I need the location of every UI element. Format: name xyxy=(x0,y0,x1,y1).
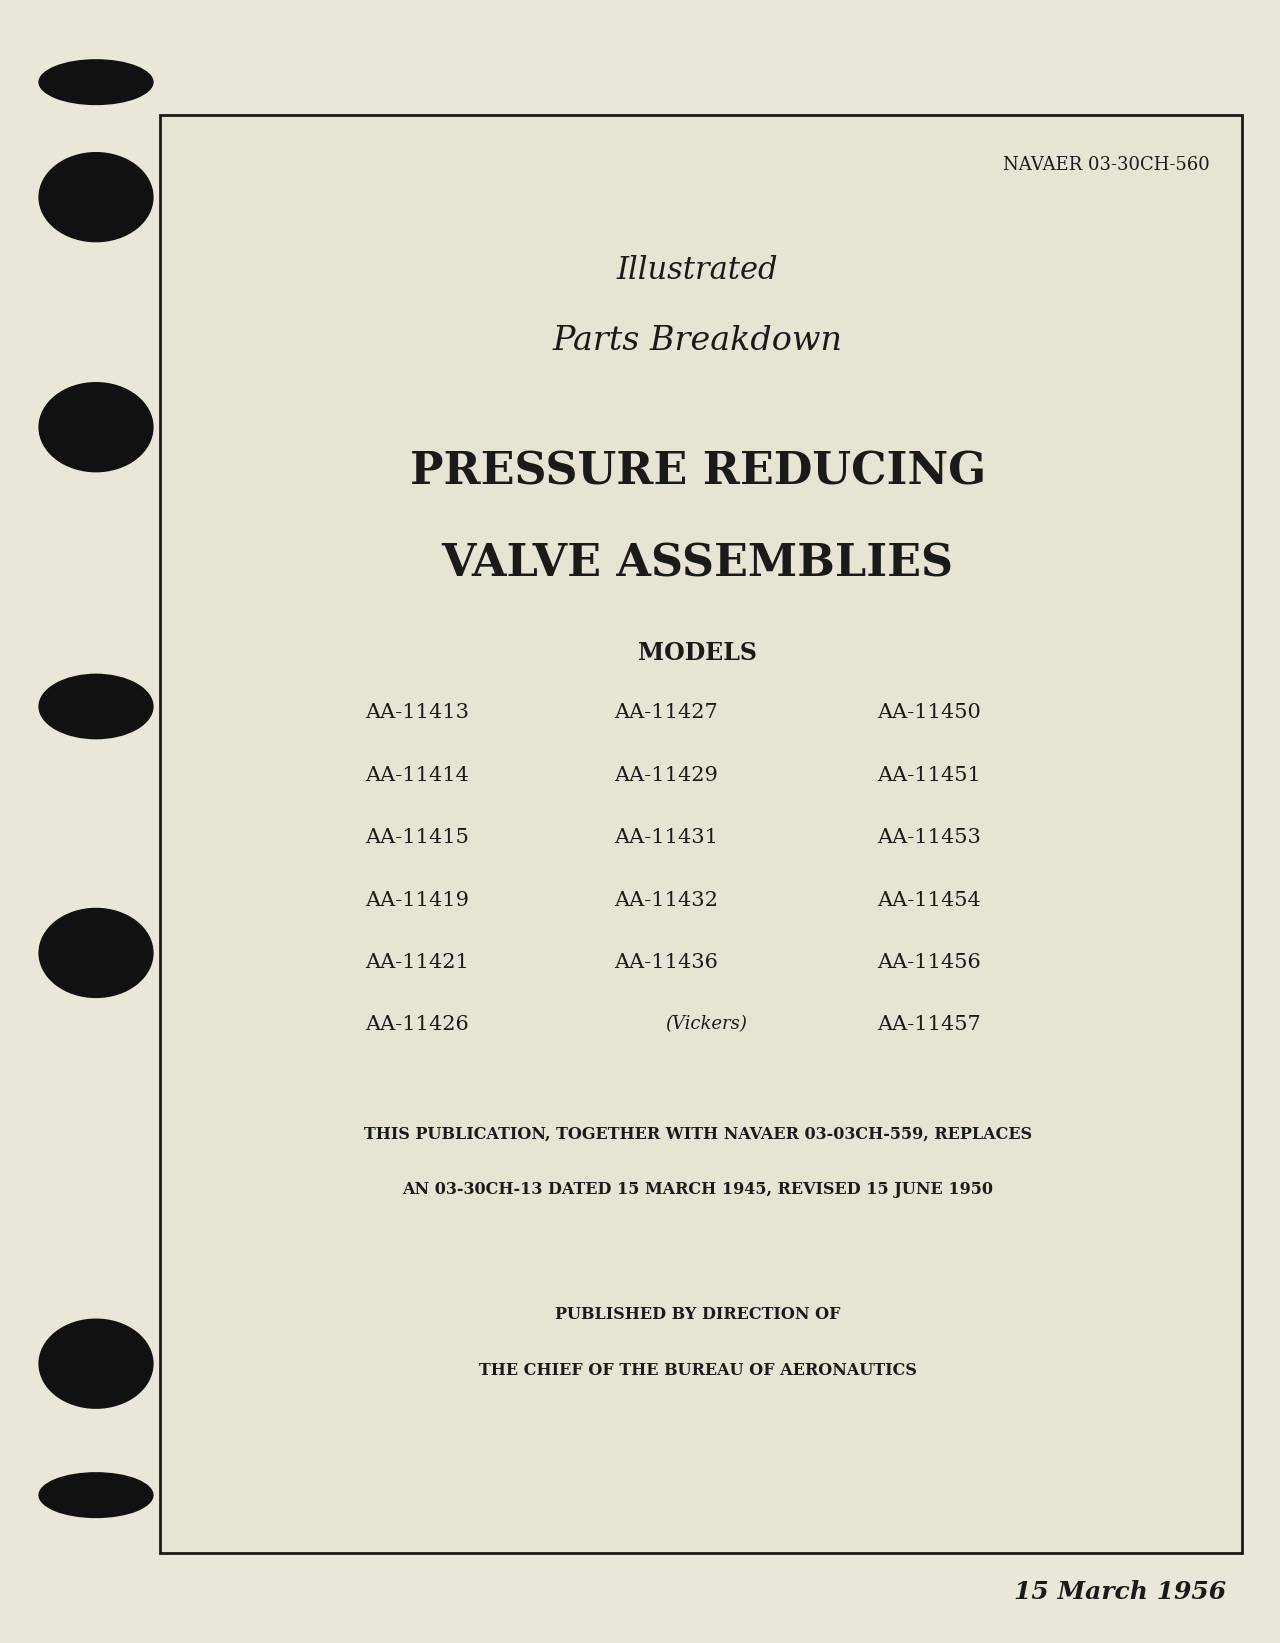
Ellipse shape xyxy=(38,674,154,739)
Text: NAVAER 03-30CH-560: NAVAER 03-30CH-560 xyxy=(1002,156,1210,174)
Text: Parts Breakdown: Parts Breakdown xyxy=(553,325,842,357)
Text: Illustrated: Illustrated xyxy=(617,255,778,286)
Text: VALVE ASSEMBLIES: VALVE ASSEMBLIES xyxy=(442,542,954,585)
Text: AA-11450: AA-11450 xyxy=(877,703,980,723)
Text: AA-11419: AA-11419 xyxy=(365,891,468,910)
Text: AN 03-30CH-13 DATED 15 MARCH 1945, REVISED 15 JUNE 1950: AN 03-30CH-13 DATED 15 MARCH 1945, REVIS… xyxy=(402,1181,993,1198)
Text: AA-11454: AA-11454 xyxy=(877,891,980,910)
Text: AA-11431: AA-11431 xyxy=(614,828,718,848)
Ellipse shape xyxy=(38,1318,154,1410)
Text: AA-11414: AA-11414 xyxy=(365,766,468,785)
Text: AA-11453: AA-11453 xyxy=(877,828,980,848)
Text: AA-11432: AA-11432 xyxy=(614,891,718,910)
Text: AA-11421: AA-11421 xyxy=(365,953,468,973)
Text: AA-11426: AA-11426 xyxy=(365,1015,468,1035)
Ellipse shape xyxy=(38,383,154,473)
Ellipse shape xyxy=(38,907,154,999)
Text: PUBLISHED BY DIRECTION OF: PUBLISHED BY DIRECTION OF xyxy=(554,1306,841,1323)
Text: AA-11429: AA-11429 xyxy=(614,766,718,785)
Ellipse shape xyxy=(38,59,154,105)
Text: AA-11456: AA-11456 xyxy=(877,953,980,973)
Ellipse shape xyxy=(38,1472,154,1518)
Text: MODELS: MODELS xyxy=(639,641,756,665)
Text: THIS PUBLICATION, TOGETHER WITH NAVAER 03-03CH-559, REPLACES: THIS PUBLICATION, TOGETHER WITH NAVAER 0… xyxy=(364,1125,1032,1142)
Text: 15 March 1956: 15 March 1956 xyxy=(1014,1579,1226,1604)
FancyBboxPatch shape xyxy=(160,115,1242,1553)
Text: AA-11413: AA-11413 xyxy=(365,703,468,723)
Text: AA-11457: AA-11457 xyxy=(877,1015,980,1035)
Text: AA-11415: AA-11415 xyxy=(365,828,468,848)
Text: THE CHIEF OF THE BUREAU OF AERONAUTICS: THE CHIEF OF THE BUREAU OF AERONAUTICS xyxy=(479,1362,916,1378)
Text: PRESSURE REDUCING: PRESSURE REDUCING xyxy=(410,450,986,493)
Text: AA-11436: AA-11436 xyxy=(614,953,718,973)
Text: AA-11451: AA-11451 xyxy=(877,766,980,785)
Text: (Vickers): (Vickers) xyxy=(666,1015,748,1033)
Ellipse shape xyxy=(38,153,154,242)
Text: AA-11427: AA-11427 xyxy=(614,703,718,723)
